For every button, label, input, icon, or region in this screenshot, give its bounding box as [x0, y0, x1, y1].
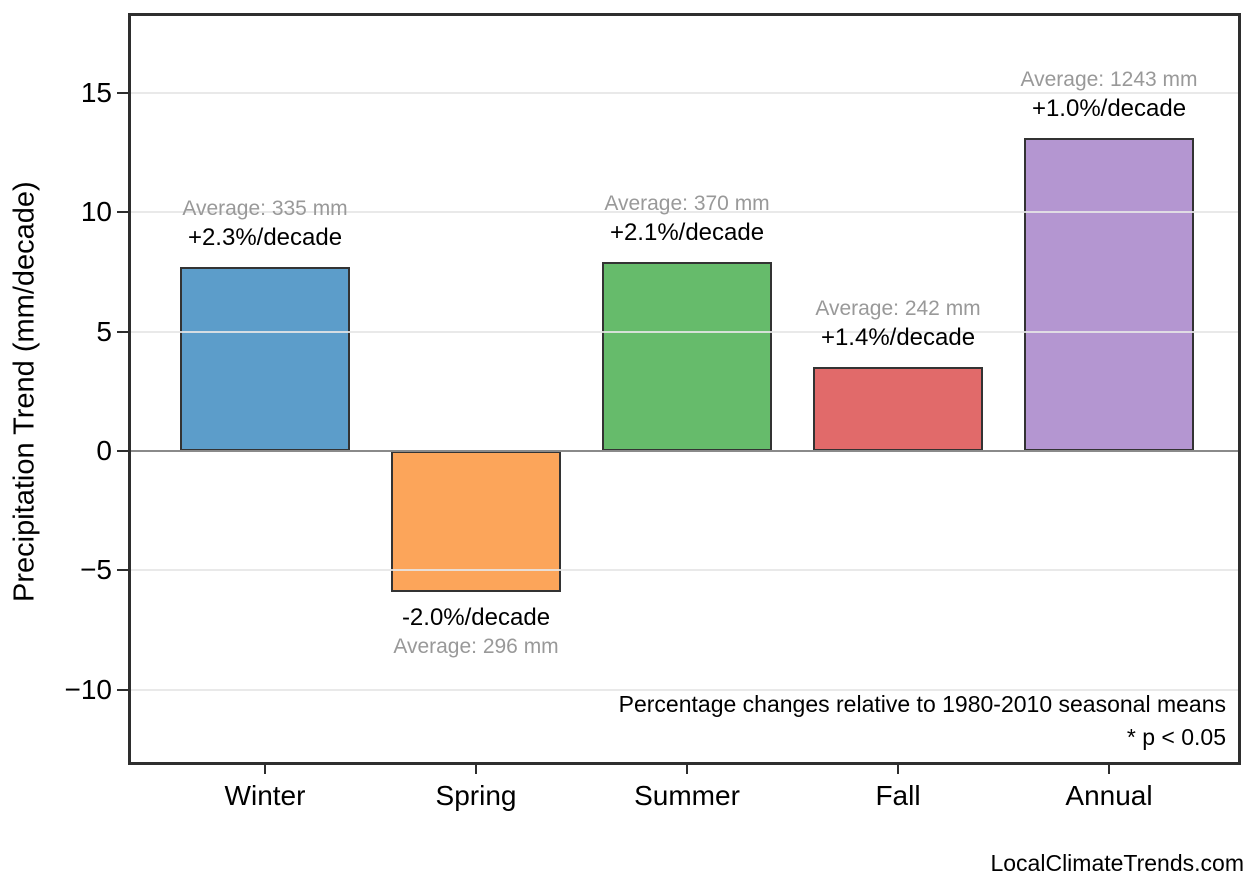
bar-summer: [602, 262, 772, 451]
bar-annotation-spring: -2.0%/decade Average: 296 mm: [316, 602, 636, 660]
footnote-line-1: Percentage changes relative to 1980-2010…: [618, 691, 1226, 717]
x-tick-mark: [686, 765, 688, 774]
average-label: Average: 335 mm: [182, 197, 348, 221]
y-tick-mark: [117, 569, 128, 572]
trend-label: -2.0%/decade: [401, 603, 551, 631]
footnote: Percentage changes relative to 1980-2010…: [619, 688, 1226, 754]
y-tick-mark: [117, 330, 128, 333]
average-label: Average: 296 mm: [393, 634, 559, 658]
x-tick-mark: [264, 765, 266, 774]
x-tick-mark: [475, 765, 477, 774]
y-tick-label: 0: [96, 435, 112, 466]
y-tick-label: −10: [64, 673, 113, 705]
y-tick-mark: [117, 688, 128, 691]
y-tick-label: −5: [80, 554, 112, 586]
average-label: Average: 1243 mm: [1020, 68, 1198, 92]
y-tick-mark: [117, 91, 128, 94]
trend-label: +2.3%/decade: [187, 224, 343, 252]
gridline-15: [128, 91, 1241, 94]
bar-annotation-winter: Average: 335 mm +2.3%/decade: [105, 195, 425, 253]
y-tick-label: 10: [80, 196, 112, 228]
trend-label: +2.1%/decade: [609, 219, 765, 247]
gridline-10: [128, 211, 1241, 214]
x-tick-label-fall: Fall: [875, 780, 921, 811]
x-tick-mark: [1108, 765, 1110, 774]
footnote-line-2: * p < 0.05: [1126, 724, 1226, 750]
trend-label: +1.0%/decade: [1031, 95, 1187, 123]
y-tick-label: 15: [80, 76, 112, 108]
bar-annotation-fall: Average: 242 mm +1.4%/decade: [738, 295, 1058, 353]
y-tick-mark: [117, 211, 128, 214]
trend-label: +1.4%/decade: [820, 324, 976, 352]
average-label: Average: 242 mm: [815, 297, 981, 321]
bar-winter: [180, 267, 350, 451]
x-tick-label-winter: Winter: [224, 780, 306, 811]
average-label: Average: 370 mm: [604, 192, 770, 216]
bar-fall: [813, 367, 983, 451]
watermark: LocalClimateTrends.com: [990, 850, 1244, 876]
y-tick-mark: [117, 450, 128, 452]
x-tick-mark: [897, 765, 899, 774]
bar-annotation-annual: Average: 1243 mm +1.0%/decade: [949, 66, 1258, 124]
x-tick-label-spring: Spring: [435, 780, 517, 811]
gridline-−10: [128, 688, 1241, 691]
zero-line: [128, 450, 1241, 452]
gridline-−5: [128, 569, 1241, 572]
bar-annual: [1024, 138, 1194, 451]
x-tick-label-summer: Summer: [634, 780, 740, 811]
gridline-5: [128, 330, 1241, 333]
bar-annotation-summer: Average: 370 mm +2.1%/decade: [527, 190, 847, 248]
plot-area: Percentage changes relative to 1980-2010…: [128, 13, 1241, 765]
x-tick-label-annual: Annual: [1065, 780, 1153, 811]
y-tick-label: 5: [96, 315, 112, 347]
